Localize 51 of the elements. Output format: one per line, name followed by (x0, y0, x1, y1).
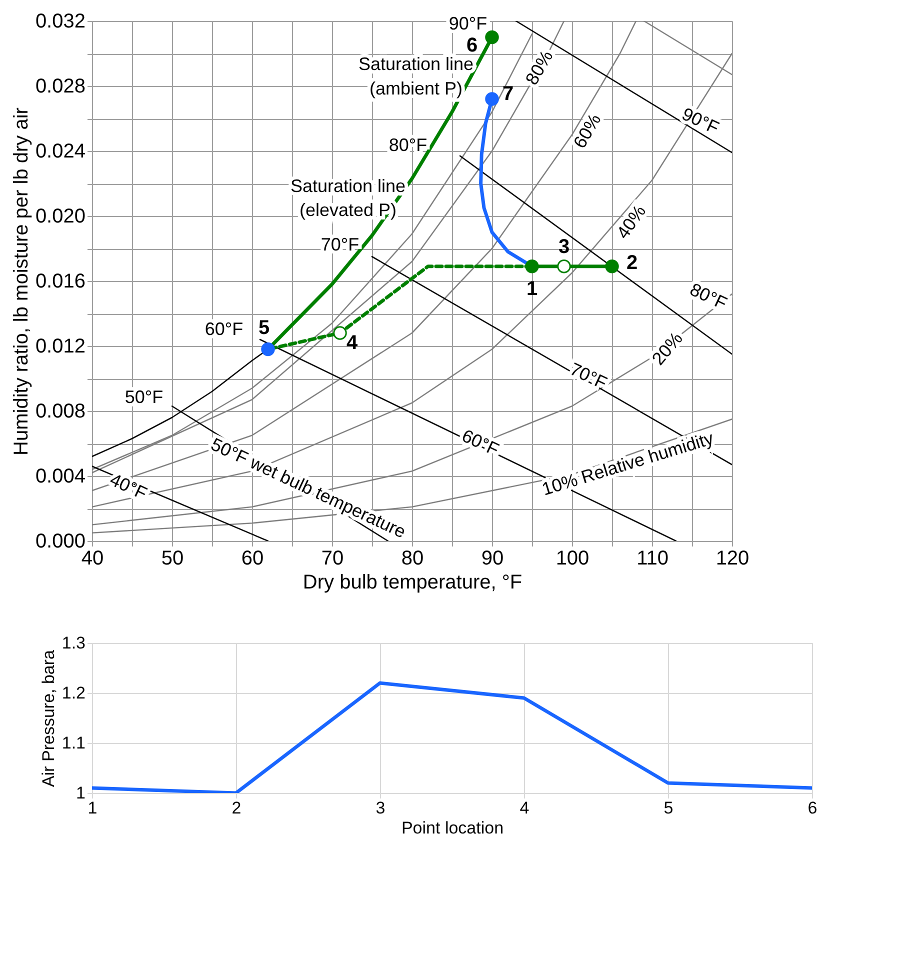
y-tick-label: 0.032 (35, 10, 86, 32)
annotation: 50°F (124, 387, 164, 407)
annotation: 3 (558, 236, 570, 258)
y-tick-label: 1.2 (62, 684, 86, 702)
annotation: 60°F (204, 318, 244, 339)
x-tick-label: 6 (808, 798, 818, 818)
y-tick-label: 1.1 (62, 734, 86, 752)
annotation: 80°F (388, 135, 428, 156)
x-tick-label: 70 (321, 548, 344, 570)
y-tick-label: 0.004 (35, 466, 86, 488)
annotation: 70°F (566, 358, 610, 394)
annotation: 10% Relative humidity (540, 428, 716, 500)
x-axis-title: Dry bulb temperature, °F (302, 572, 522, 594)
annotation: 80°F (686, 279, 730, 314)
x-tick-label: 50 (161, 548, 184, 570)
x-tick-label: 4 (520, 798, 530, 818)
y-tick-label: 0.008 (35, 400, 86, 422)
x-tick-label: 1 (88, 798, 98, 818)
annotation: (ambient P) (369, 78, 463, 98)
annotation: 40°F (106, 469, 150, 504)
y-tick-label: 0.020 (35, 206, 86, 228)
annotation: 1 (526, 278, 538, 300)
y-tick-label: 0.016 (35, 270, 86, 292)
annotation: Saturation line (358, 54, 474, 74)
x-axis-title: Point location (401, 818, 504, 838)
annotation: 6 (466, 34, 478, 56)
annotation: 90°F (448, 13, 488, 34)
annotation: 70°F (320, 234, 360, 254)
x-tick-label: 5 (664, 798, 674, 818)
y-axis-title: Air Pressure, bara (38, 649, 58, 787)
annotation: 5 (258, 317, 270, 340)
annotation: 2 (626, 252, 638, 274)
annotation: 7 (502, 83, 514, 106)
y-tick-label: 1.3 (62, 634, 86, 652)
y-tick-label: 0.024 (35, 140, 86, 162)
x-tick-label: 2 (232, 798, 242, 818)
y-tick-label: 1 (76, 784, 86, 802)
x-tick-label: 3 (376, 798, 386, 818)
x-tick-label: 110 (636, 548, 668, 570)
y-axis-title: Humidity ratio, lb moisture per lb dry air (10, 107, 32, 456)
annotation: 4 (346, 332, 358, 354)
y-tick-label: 0.028 (35, 76, 86, 98)
x-tick-label: 60 (241, 548, 264, 570)
annotation: 90°F (678, 104, 722, 138)
x-tick-label: 120 (716, 548, 750, 570)
x-tick-label: 90 (481, 548, 504, 570)
annotation: Saturation line (290, 176, 406, 196)
y-tick-label: 0.012 (35, 336, 86, 358)
x-tick-label: 80 (401, 548, 424, 570)
x-tick-label: 100 (556, 548, 590, 570)
annotation: 60°F (458, 425, 502, 460)
